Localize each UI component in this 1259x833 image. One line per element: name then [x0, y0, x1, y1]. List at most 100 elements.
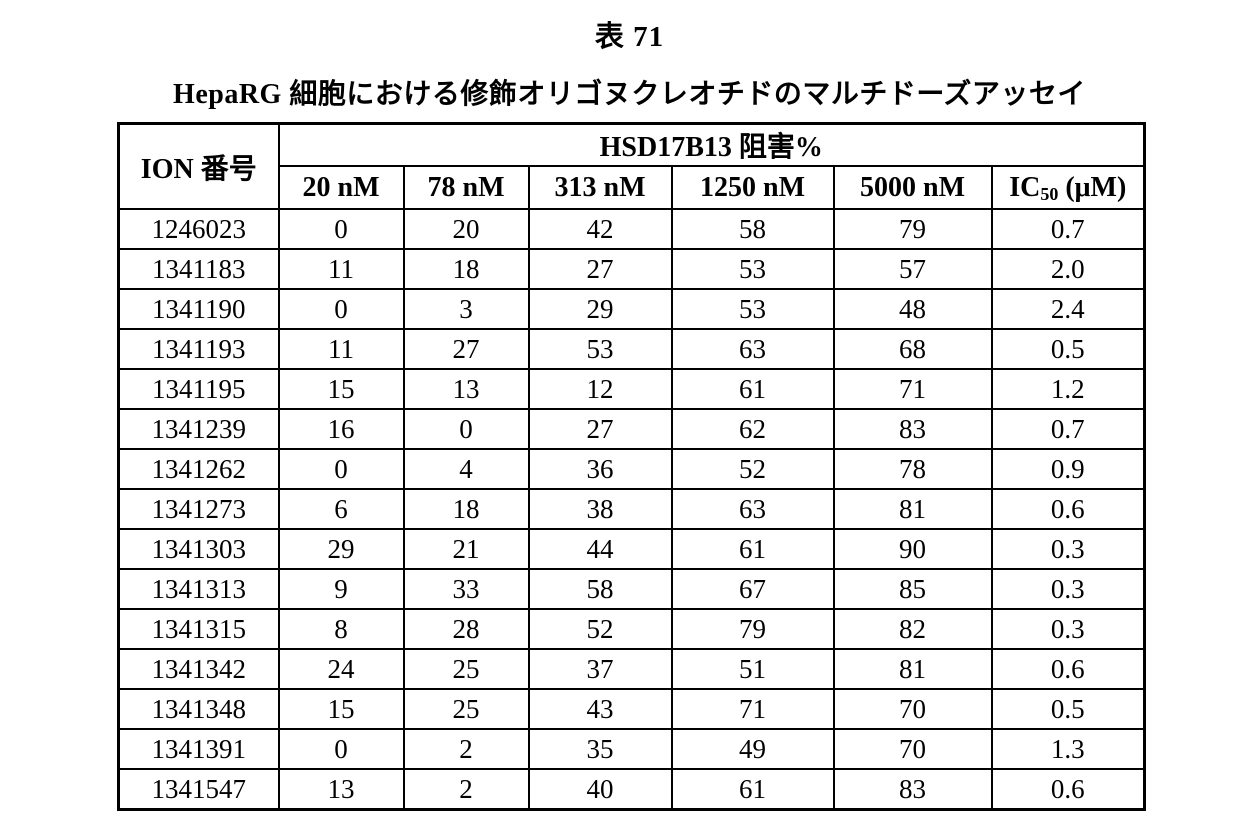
inhibition-value-cell: 2	[402, 768, 530, 811]
inhibition-value-cell: 0.7	[990, 408, 1146, 450]
column-header-ion-number: ION 番号	[117, 122, 280, 210]
column-header-ic50: IC50 (μM)	[990, 165, 1146, 210]
inhibition-value-cell: 12	[527, 368, 673, 410]
inhibition-value-cell: 44	[527, 528, 673, 570]
inhibition-value-cell: 0.5	[990, 688, 1146, 730]
inhibition-value-cell: 81	[832, 648, 993, 690]
inhibition-value-cell: 62	[670, 408, 835, 450]
ion-number-cell: 1341190	[117, 288, 280, 330]
ion-number-cell: 1341391	[117, 728, 280, 770]
inhibition-value-cell: 28	[402, 608, 530, 650]
table-row: 1341262 0 4 36 52 78 0.9	[117, 448, 1146, 490]
inhibition-value-cell: 15	[277, 688, 405, 730]
inhibition-value-cell: 20	[402, 208, 530, 250]
inhibition-value-cell: 4	[402, 448, 530, 490]
inhibition-value-cell: 68	[832, 328, 993, 370]
ion-number-cell: 1246023	[117, 208, 280, 250]
inhibition-value-cell: 21	[402, 528, 530, 570]
column-group-header-inhibition: HSD17B13 阻害%	[277, 122, 1146, 167]
inhibition-value-cell: 27	[527, 248, 673, 290]
inhibition-value-cell: 0.3	[990, 568, 1146, 610]
inhibition-value-cell: 33	[402, 568, 530, 610]
inhibition-value-cell: 3	[402, 288, 530, 330]
table-number-title: 表 71	[594, 21, 665, 53]
inhibition-value-cell: 61	[670, 768, 835, 811]
ion-number-cell: 1341193	[117, 328, 280, 370]
ic50-prefix: IC	[1009, 171, 1041, 203]
inhibition-value-cell: 49	[670, 728, 835, 770]
inhibition-value-cell: 16	[277, 408, 405, 450]
table-row: 1341547 13 2 40 61 83 0.6	[117, 768, 1146, 811]
inhibition-value-cell: 71	[832, 368, 993, 410]
inhibition-value-cell: 1.2	[990, 368, 1146, 410]
header-row-doses: 20 nM 78 nM 313 nM 1250 nM 5000 nM IC50 …	[119, 165, 1146, 210]
table-row: 1341190 0 3 29 53 48 2.4	[117, 288, 1146, 330]
table-row: 1341303 29 21 44 61 90 0.3	[117, 528, 1146, 570]
inhibition-value-cell: 58	[670, 208, 835, 250]
inhibition-value-cell: 61	[670, 368, 835, 410]
column-header-dose-78nM: 78 nM	[402, 165, 530, 210]
inhibition-value-cell: 0.6	[990, 648, 1146, 690]
inhibition-value-cell: 36	[527, 448, 673, 490]
inhibition-value-cell: 57	[832, 248, 993, 290]
inhibition-value-cell: 53	[670, 248, 835, 290]
inhibition-value-cell: 6	[277, 488, 405, 530]
column-header-dose-313nM: 313 nM	[527, 165, 673, 210]
inhibition-value-cell: 25	[402, 648, 530, 690]
table-row: 1341315 8 28 52 79 82 0.3	[117, 608, 1146, 650]
table-row: 1341273 6 18 38 63 81 0.6	[117, 488, 1146, 530]
inhibition-value-cell: 29	[277, 528, 405, 570]
ion-number-cell: 1341239	[117, 408, 280, 450]
inhibition-value-cell: 53	[670, 288, 835, 330]
inhibition-value-cell: 13	[402, 368, 530, 410]
inhibition-value-cell: 8	[277, 608, 405, 650]
ion-number-cell: 1341183	[117, 248, 280, 290]
inhibition-value-cell: 37	[527, 648, 673, 690]
inhibition-value-cell: 2.0	[990, 248, 1146, 290]
inhibition-value-cell: 0	[402, 408, 530, 450]
table-body: 1246023 0 20 42 58 79 0.7 1341183 11 18 27 53 57 2.0 1…	[117, 208, 1146, 811]
inhibition-value-cell: 35	[527, 728, 673, 770]
ion-number-cell: 1341273	[117, 488, 280, 530]
table-row: 1246023 0 20 42 58 79 0.7	[117, 208, 1146, 250]
inhibition-value-cell: 63	[670, 488, 835, 530]
inhibition-value-cell: 11	[277, 328, 405, 370]
inhibition-value-cell: 1.3	[990, 728, 1146, 770]
inhibition-value-cell: 15	[277, 368, 405, 410]
ion-number-cell: 1341547	[117, 768, 280, 811]
inhibition-value-cell: 27	[527, 408, 673, 450]
inhibition-value-cell: 0	[277, 448, 405, 490]
ion-number-cell: 1341348	[117, 688, 280, 730]
ion-number-cell: 1341313	[117, 568, 280, 610]
assay-data-table: ION 番号 HSD17B13 阻害% 20 nM 78 nM 313 nM 1…	[117, 122, 1146, 811]
inhibition-value-cell: 83	[832, 408, 993, 450]
inhibition-value-cell: 0.7	[990, 208, 1146, 250]
inhibition-value-cell: 11	[277, 248, 405, 290]
inhibition-value-cell: 85	[832, 568, 993, 610]
inhibition-value-cell: 79	[832, 208, 993, 250]
inhibition-value-cell: 67	[670, 568, 835, 610]
ion-number-cell: 1341342	[117, 648, 280, 690]
inhibition-value-cell: 0	[277, 728, 405, 770]
inhibition-value-cell: 71	[670, 688, 835, 730]
ion-number-cell: 1341303	[117, 528, 280, 570]
table-header: ION 番号 HSD17B13 阻害% 20 nM 78 nM 313 nM 1…	[117, 122, 1146, 210]
inhibition-value-cell: 0.9	[990, 448, 1146, 490]
inhibition-value-cell: 24	[277, 648, 405, 690]
inhibition-value-cell: 63	[670, 328, 835, 370]
inhibition-value-cell: 81	[832, 488, 993, 530]
inhibition-value-cell: 51	[670, 648, 835, 690]
inhibition-value-cell: 78	[832, 448, 993, 490]
inhibition-value-cell: 48	[832, 288, 993, 330]
inhibition-value-cell: 18	[402, 248, 530, 290]
ic50-subscript: 50	[1040, 183, 1059, 204]
column-header-dose-5000nM: 5000 nM	[832, 165, 993, 210]
inhibition-value-cell: 0	[277, 208, 405, 250]
inhibition-value-cell: 58	[527, 568, 673, 610]
inhibition-value-cell: 53	[527, 328, 673, 370]
inhibition-value-cell: 27	[402, 328, 530, 370]
table-row: 1341239 16 0 27 62 83 0.7	[117, 408, 1146, 450]
inhibition-value-cell: 61	[670, 528, 835, 570]
inhibition-value-cell: 13	[277, 768, 405, 811]
